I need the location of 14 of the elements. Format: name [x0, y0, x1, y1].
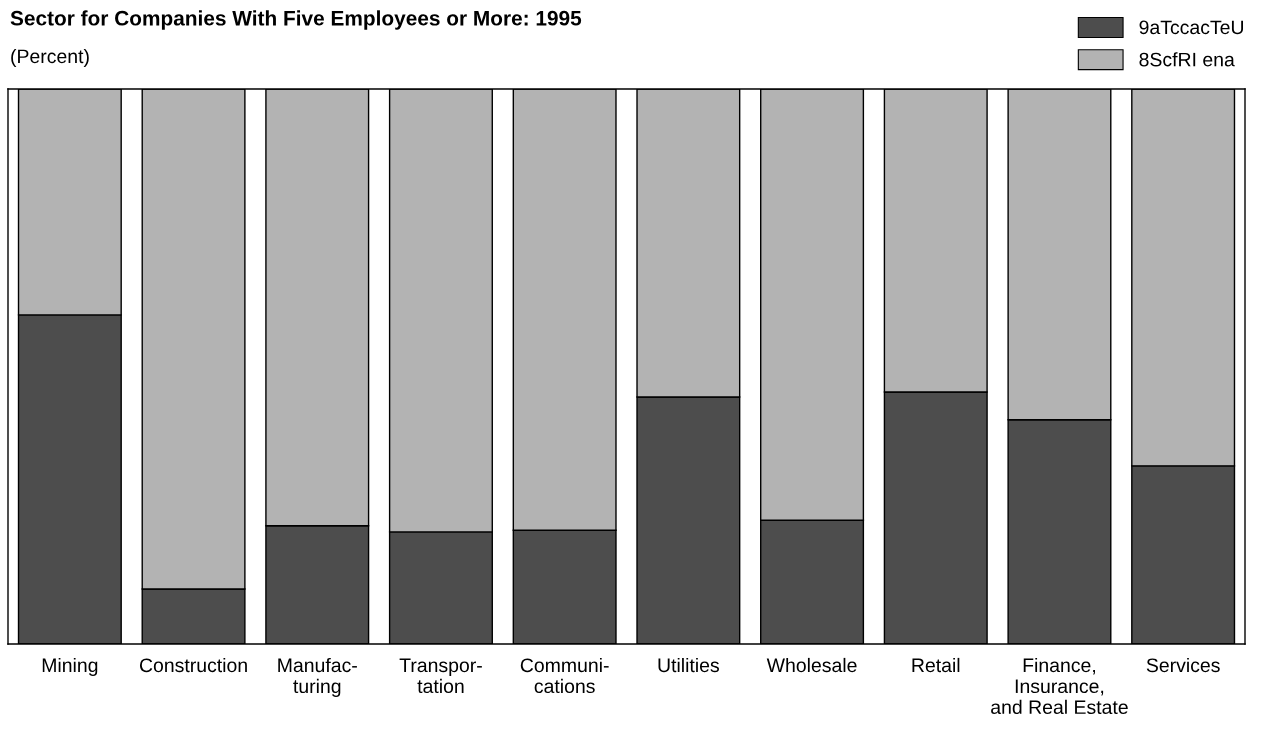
- legend-label: 8ScfRI ena: [1139, 52, 1235, 67]
- x-tick-label: Services: [1146, 657, 1220, 673]
- x-tick-label: Utilities: [658, 657, 719, 673]
- x-tick-label: Manufac- turing: [278, 657, 357, 697]
- x-tick-label: Communi- cations: [520, 657, 609, 694]
- x-tick-label: Finance, Insurance, and Real Estate: [991, 657, 1128, 715]
- x-tick-label: Wholesale: [766, 657, 857, 673]
- chart-subtitle: (Percent): [11, 48, 89, 68]
- x-tick-label: Mining: [42, 657, 98, 677]
- x-tick-label: Construction: [139, 657, 247, 673]
- legend-label: 9aTccacTeU: [1139, 20, 1244, 35]
- chart-title: Sector for Companies With Five Employees or More: 1995: [10, 10, 582, 30]
- x-tick-label: Transpor- tation: [399, 658, 482, 694]
- x-tick-label: Retail: [912, 657, 960, 673]
